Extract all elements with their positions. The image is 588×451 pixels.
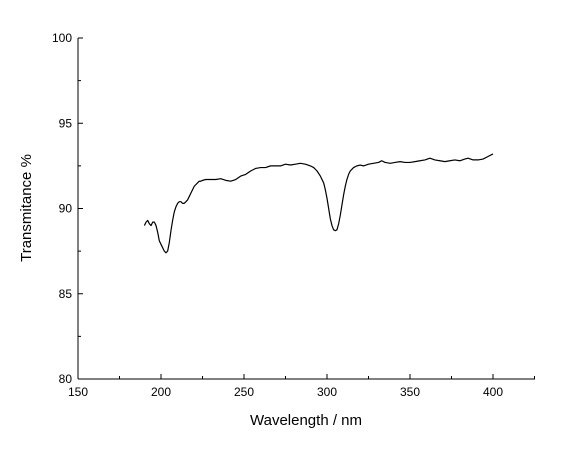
y-axis-title: Transmitance % — [18, 154, 35, 262]
y-tick-label: 85 — [59, 287, 73, 301]
x-tick-label: 150 — [68, 385, 88, 399]
axes — [77, 38, 535, 380]
y-tick-label: 80 — [59, 372, 73, 386]
ticks — [77, 37, 535, 380]
y-tick-label: 100 — [52, 31, 72, 45]
x-tick-label: 200 — [151, 385, 171, 399]
y-tick-label: 95 — [59, 116, 73, 130]
x-tick-label: 300 — [317, 385, 337, 399]
y-tick-label: 90 — [59, 202, 73, 216]
transmittance-series-line — [143, 153, 494, 254]
x-tick-label: 400 — [483, 385, 503, 399]
x-tick-label: 250 — [234, 385, 254, 399]
x-tick-label: 350 — [400, 385, 420, 399]
tick-labels: 150 200 250 300 350 400 80 85 90 95 100 — [52, 31, 503, 399]
x-axis-title: Wavelength / nm — [250, 412, 362, 429]
